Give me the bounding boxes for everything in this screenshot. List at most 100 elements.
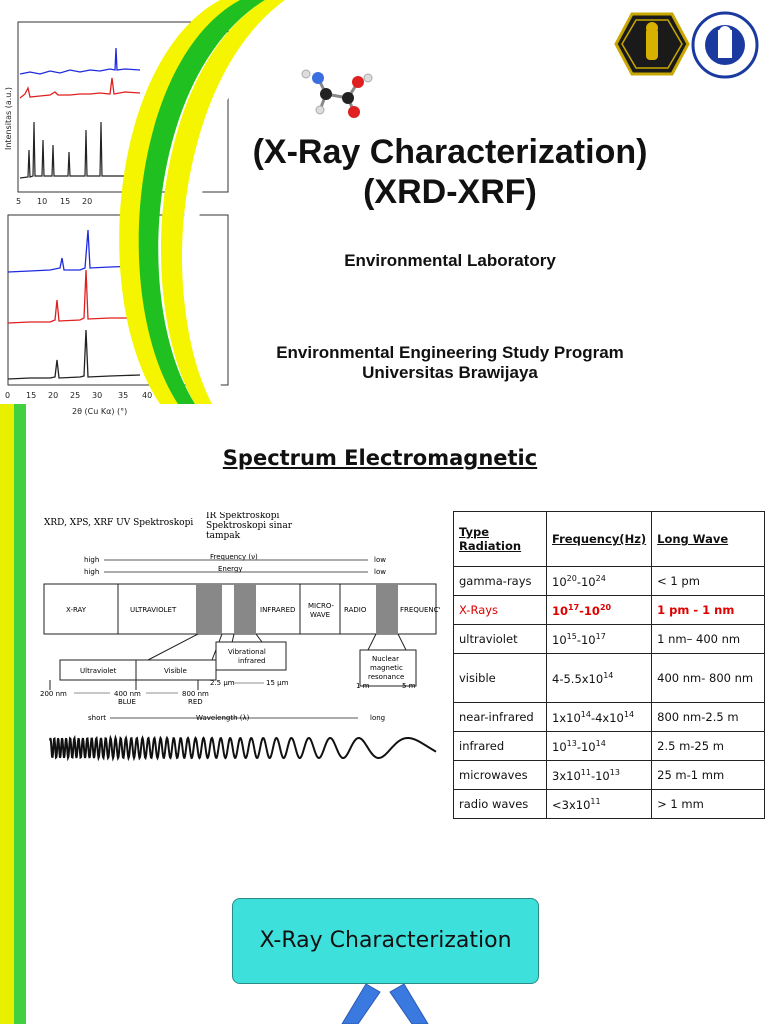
band-xray: X-RAY (66, 606, 87, 614)
em-spectrum-diagram: XRD, XPS, XRF UV Spektroskopi IR Spektro… (40, 512, 440, 762)
xrd-ylabel: Intensitas (a.u.) (4, 87, 13, 150)
slide-title-line1: (X-Ray Characterization) (252, 133, 648, 171)
cell-type: radio waves (453, 789, 547, 819)
table-header: Long Wave (651, 511, 766, 567)
diagram-header-right: tampak (206, 531, 241, 541)
wavelength-short: short (88, 714, 106, 722)
cell-type: near-infrared (453, 702, 547, 732)
xrd-tick: 40 (142, 391, 152, 400)
energy-high: high (84, 568, 99, 576)
scale-label: 400 nm (114, 690, 141, 698)
cell-wavelength: 1 nm– 400 nm (651, 624, 766, 654)
table-row: infrared 1013-1014 2.5 m-25 m (453, 731, 766, 761)
xrd-tick: 20 (82, 197, 92, 206)
faculty-logo (691, 11, 759, 79)
table-row: X-Rays 1017-1020 1 pm - 1 nm (453, 595, 766, 625)
cell-frequency: 1017-1020 (545, 595, 653, 625)
table-row: microwaves 3x1011-1013 25 m-1 mm (453, 760, 766, 790)
cell-frequency: 1x1014-4x1014 (545, 702, 653, 732)
box-vibrational: Vibrational (228, 648, 266, 656)
xrd-xlabel: 2θ (Cu Kα) (°) (72, 407, 127, 416)
diagram-header-right: Spektroskopi sinar (206, 521, 293, 531)
cell-wavelength: > 1 mm (651, 789, 766, 819)
university-logo (614, 12, 690, 76)
cell-frequency: 1020-1024 (545, 566, 653, 596)
spectrum-slide (0, 404, 768, 864)
scale-red: RED (188, 698, 203, 706)
box-nmr: Nuclear (372, 655, 399, 663)
university-name: Universitas Brawijaya (362, 363, 538, 382)
table-row: radio waves <3x1011 > 1 mm (453, 789, 766, 819)
xray-characterization-box: X-Ray Characterization (232, 898, 539, 984)
scale-blue: BLUE (118, 698, 136, 706)
xrd-tick: 15 (60, 197, 70, 206)
cell-wavelength: 800 nm-2.5 m (651, 702, 766, 732)
study-program: Environmental Engineering Study Program (276, 343, 624, 362)
cell-type: X-Rays (453, 595, 547, 625)
scale-label: 5 m (402, 682, 416, 690)
energy-label: Energy (218, 565, 243, 573)
box-ultraviolet: Ultraviolet (80, 667, 117, 675)
freq-high: high (84, 556, 99, 564)
wavelength-label: Wavelength (λ) (196, 714, 250, 722)
cell-wavelength: 2.5 m-25 m (651, 731, 766, 761)
crescent-decoration (119, 0, 290, 404)
table-header: Frequency(Hz) (545, 511, 653, 567)
table-row: near-infrared 1x1014-4x1014 800 nm-2.5 m (453, 702, 766, 732)
band-uv: ULTRAVIOLET (130, 606, 177, 614)
xrd-tick: 15 (26, 391, 36, 400)
xrd-tick: 5 (16, 197, 21, 206)
box-visible: Visible (164, 667, 187, 675)
band-infrared: INFRARED (260, 606, 295, 614)
scale-label: 2.5 μm (210, 679, 235, 687)
left-bar-yellow (0, 864, 14, 1024)
band-radio: RADIO (344, 606, 367, 614)
cell-type: gamma-rays (453, 566, 547, 596)
characterization-slide (0, 864, 768, 1024)
cell-wavelength: < 1 pm (651, 566, 766, 596)
energy-low: low (374, 568, 386, 576)
table-row: ultraviolet 1015-1017 1 nm– 400 nm (453, 624, 766, 654)
box-nmr: magnetic (370, 664, 403, 672)
xrd-tick: 0 (5, 391, 10, 400)
xrd-tick: 20 (48, 391, 58, 400)
cell-frequency: 3x1011-1013 (545, 760, 653, 790)
box-nmr: resonance (368, 673, 404, 681)
cell-wavelength: 1 pm - 1 nm (651, 595, 766, 625)
xrd-tick: 25 (70, 391, 80, 400)
scale-label: 1 m (356, 682, 370, 690)
scale-label: 800 nm (182, 690, 209, 698)
wavelength-wave (49, 734, 437, 762)
scale-label: 15 μm (266, 679, 289, 687)
freq-low: low (374, 556, 386, 564)
xrd-tick: 10 (37, 197, 47, 206)
cell-wavelength: 400 nm- 800 nm (651, 653, 766, 703)
band-microwave: MICRO- (308, 602, 335, 610)
molecule-icon (301, 69, 373, 118)
radiation-table: Type Radiation Frequency(Hz) Long Wave g… (453, 511, 766, 819)
box-vibrational: infrared (238, 657, 266, 665)
diagram-header-right: IR Spektroskopi (206, 512, 279, 521)
section-title: Spectrum Electromagnetic (222, 446, 538, 470)
slide-title-line2: (XRD-XRF) (363, 173, 537, 211)
cell-wavelength: 25 m-1 mm (651, 760, 766, 790)
xrd-tick: 30 (92, 391, 102, 400)
cell-frequency: 4-5.5x1014 (545, 653, 653, 703)
branch-arrows (341, 983, 429, 1024)
cell-frequency: 1015-1017 (545, 624, 653, 654)
cell-type: infrared (453, 731, 547, 761)
diagram-header-left: XRD, XPS, XRF UV Spektroskopi (44, 518, 193, 528)
cell-frequency: <3x1011 (545, 789, 653, 819)
table-header: Type Radiation (453, 511, 547, 567)
cell-type: microwaves (453, 760, 547, 790)
table-row: visible 4-5.5x1014 400 nm- 800 nm (453, 653, 766, 703)
cell-type: ultraviolet (453, 624, 547, 654)
title-slide: Intensitas (a.u.) 5 10 15 20 0 15 20 25 … (0, 0, 768, 416)
scale-label: 200 nm (40, 690, 67, 698)
left-bar-green (14, 864, 26, 1024)
cell-frequency: 1013-1014 (545, 731, 653, 761)
lab-name: Environmental Laboratory (344, 251, 556, 270)
left-bar-yellow (0, 404, 14, 864)
table-row: gamma-rays 1020-1024 < 1 pm (453, 566, 766, 596)
cell-type: visible (453, 653, 547, 703)
